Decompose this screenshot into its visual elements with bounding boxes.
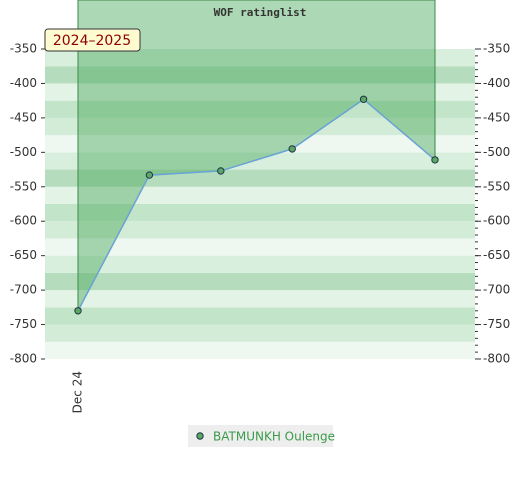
stripe [45,272,475,291]
stripe [45,290,475,308]
y-tick-label: -550 [483,179,510,193]
y-tick-label: -500 [10,145,37,159]
y-tick-label: -450 [10,110,37,124]
y-tick-label: -700 [10,283,37,297]
stripe [45,255,475,273]
point [431,156,439,164]
legend [188,425,333,447]
plot-background [45,48,478,360]
y-tick-label: -600 [10,214,37,228]
stripe [45,221,475,239]
stripe [45,204,475,222]
y-tick-label: -350 [483,42,510,56]
line [77,98,436,312]
stripe [45,324,475,342]
legend-label: BATMUNKH Oulenge [213,430,335,444]
y-tick-label: -550 [10,179,37,193]
stripe [45,100,475,118]
point [217,167,225,175]
chart-title: WOF ratinglist [214,6,307,19]
y-tick-label: -700 [483,283,510,297]
y-tick-label: -750 [10,317,37,331]
plot-marks [74,0,439,315]
y-tick-label: -400 [483,76,510,90]
stripe [45,341,475,359]
y-tick-label: -500 [483,145,510,159]
x-tick-label: Dec 24 [71,371,85,413]
y-tick-label: -600 [483,214,510,228]
annotation-box [44,28,141,52]
stripe [45,83,475,101]
point [145,171,154,179]
y-tick-label: -400 [10,76,37,90]
legend-marker [196,432,204,440]
point [74,307,82,315]
stripe [45,307,475,325]
y-tick-label: -750 [483,317,510,331]
y-tick-label: -800 [10,352,37,366]
point [288,145,296,153]
y-tick-label: -350 [10,42,37,56]
stripe [45,152,475,170]
stripe [45,66,475,84]
stripe [45,117,475,136]
y-tick-label: -650 [483,248,510,262]
annotation: 2024–2025 [53,33,131,49]
stripe [45,238,475,256]
y-tick-label: -650 [10,248,37,262]
y-tick-label: -450 [483,110,510,124]
stripe [45,49,475,67]
stripe [45,135,475,153]
stripe [45,186,475,204]
point [359,95,368,103]
y-tick-label: -800 [483,352,510,366]
